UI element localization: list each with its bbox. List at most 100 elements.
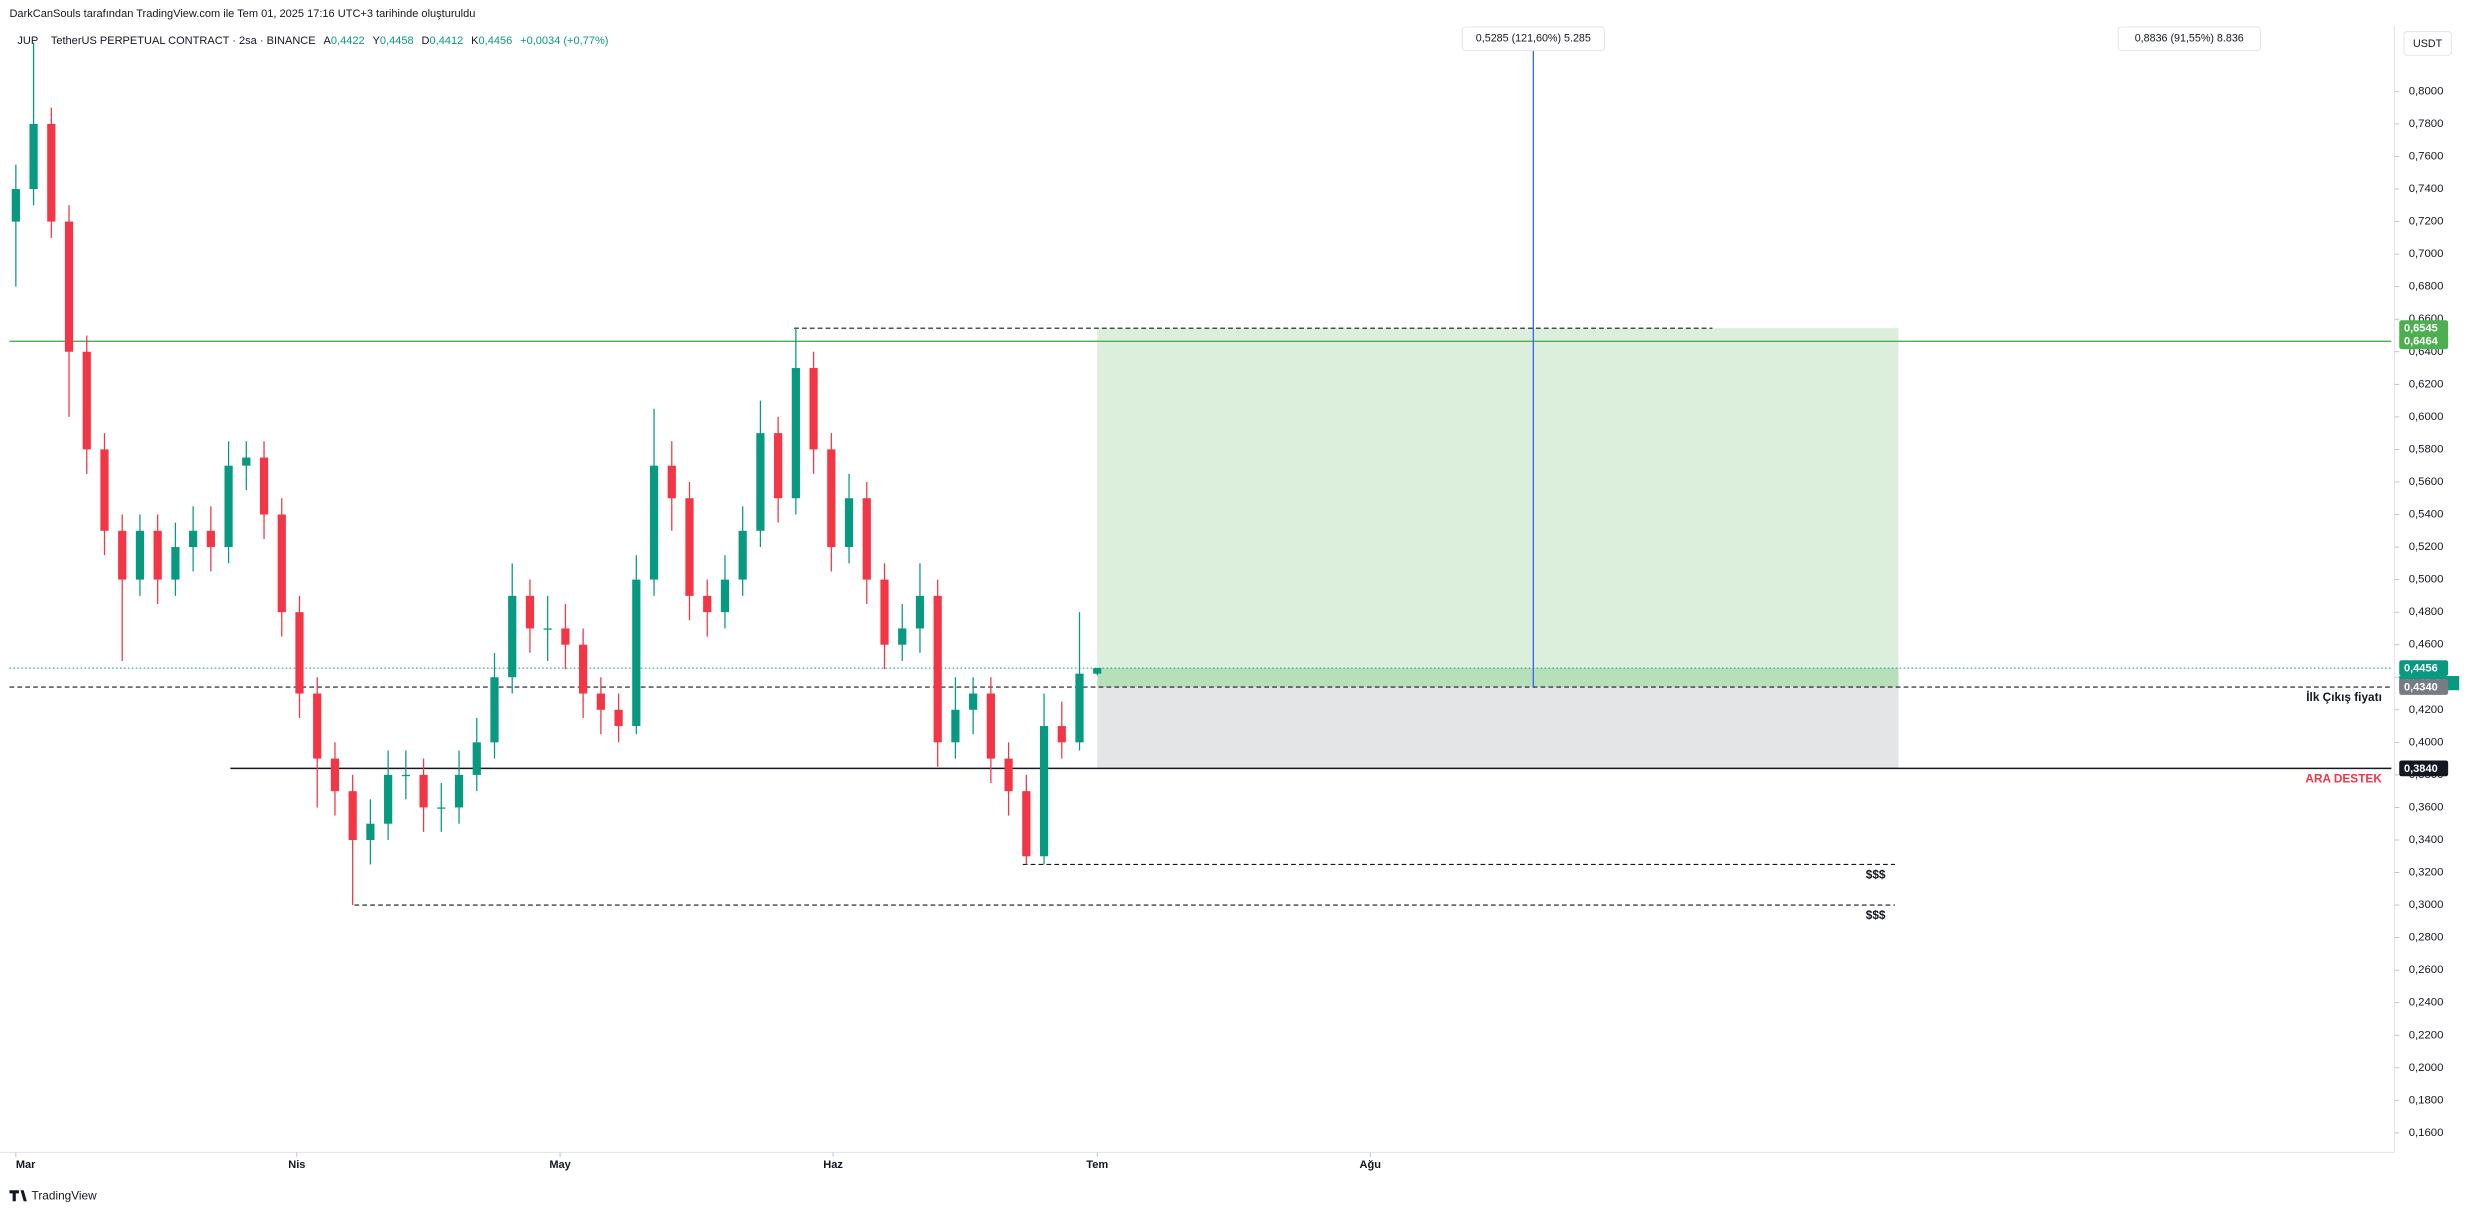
candle-body bbox=[384, 774, 393, 824]
candle-body bbox=[29, 123, 38, 190]
price-line-note: ARA DESTEK bbox=[2305, 772, 2382, 786]
legend-key: D bbox=[422, 35, 430, 47]
candle-body bbox=[685, 498, 694, 596]
measure-box bbox=[2117, 26, 2261, 52]
candle-body bbox=[419, 774, 428, 808]
candle-body bbox=[1039, 726, 1049, 857]
y-tick-label: 0,7000 bbox=[2409, 248, 2444, 260]
price-tag bbox=[2399, 679, 2449, 695]
measure-label: 0,5285 (121,60%) 5.285 bbox=[1476, 33, 1591, 45]
currency: USDT bbox=[2413, 38, 2443, 50]
candle-body bbox=[366, 823, 375, 840]
candle-body bbox=[809, 368, 818, 450]
measure-box bbox=[1461, 26, 1605, 52]
candle-body bbox=[295, 612, 304, 694]
candle-body bbox=[348, 791, 357, 840]
credit: DarkCanSouls tarafından TradingView.com … bbox=[9, 8, 475, 20]
candle-body bbox=[756, 433, 765, 531]
x-tick-label: Nis bbox=[288, 1159, 305, 1171]
legend-key: Y bbox=[373, 35, 381, 47]
candle-body bbox=[206, 530, 215, 548]
candle-body bbox=[64, 221, 74, 352]
candle-body bbox=[915, 595, 925, 629]
y-tick-label: 0,4200 bbox=[2409, 704, 2444, 716]
y-tick-label: 0,7600 bbox=[2409, 150, 2444, 162]
y-tick-label: 0,2400 bbox=[2409, 997, 2444, 1009]
legend: JUP TetherUS PERPETUAL CONTRACT · 2sa · B… bbox=[17, 35, 608, 47]
legend-value: 0,4458 bbox=[380, 35, 414, 47]
y-tick-label: 0,3200 bbox=[2409, 867, 2444, 879]
candle-body bbox=[1075, 673, 1084, 743]
candle-body bbox=[738, 530, 747, 580]
candle-body bbox=[472, 742, 481, 775]
candle-body bbox=[951, 709, 960, 743]
candle-body bbox=[933, 595, 942, 743]
candle-body bbox=[1057, 726, 1066, 743]
candle-body bbox=[313, 693, 322, 759]
x-tick-label: Mar bbox=[16, 1159, 36, 1171]
y-tick-label: 0,5000 bbox=[2409, 574, 2444, 586]
candle-body bbox=[100, 449, 109, 531]
candle-body bbox=[189, 530, 198, 548]
candle-body bbox=[898, 628, 907, 645]
candle-body bbox=[986, 693, 995, 759]
measure-label: 0,8836 (91,55%) 8.836 bbox=[2135, 33, 2244, 45]
y-tick-label: 0,8000 bbox=[2409, 85, 2444, 97]
candle-body bbox=[1093, 668, 1102, 674]
price-tag-label: 0,6464 bbox=[2404, 336, 2439, 348]
y-tick-label: 0,4600 bbox=[2409, 639, 2444, 651]
candle-body bbox=[667, 465, 676, 499]
candle-body bbox=[259, 457, 269, 515]
candle-body bbox=[720, 579, 730, 613]
x-tick-label: Tem bbox=[1086, 1159, 1108, 1171]
price-tag-label: 0,6545 bbox=[2404, 323, 2438, 335]
y-tick-label: 0,5800 bbox=[2409, 443, 2444, 455]
candle-body bbox=[437, 807, 446, 809]
y-tick-label: 0,2000 bbox=[2409, 1062, 2444, 1074]
legend-value: 0,4422 bbox=[331, 35, 365, 47]
candle-body bbox=[135, 530, 145, 580]
x-tick-label: Haz bbox=[823, 1159, 843, 1171]
y-tick-label: 0,2600 bbox=[2409, 964, 2444, 976]
y-tick-label: 0,5400 bbox=[2409, 509, 2444, 521]
y-tick-label: 0,3400 bbox=[2409, 834, 2444, 846]
price-tag bbox=[2399, 660, 2449, 677]
candle-body bbox=[525, 595, 535, 629]
candle-body bbox=[543, 628, 552, 630]
candle-body bbox=[614, 709, 623, 727]
candle-body bbox=[401, 774, 410, 777]
candle-body bbox=[82, 351, 91, 450]
candle-body bbox=[508, 595, 517, 678]
currency-box[interactable] bbox=[2403, 31, 2452, 56]
y-tick-label: 0,5200 bbox=[2409, 541, 2444, 553]
candle-body bbox=[330, 758, 340, 792]
legend-value: 0,4412 bbox=[430, 35, 464, 47]
candle-body bbox=[596, 693, 605, 710]
position-loss-zone bbox=[1097, 687, 1899, 769]
candle-body bbox=[490, 677, 499, 743]
price-tag-label: 0,4340 bbox=[2404, 681, 2438, 693]
candle-body bbox=[454, 774, 464, 808]
candle-body bbox=[224, 465, 233, 548]
legend-key: K bbox=[471, 35, 479, 47]
position-profit-zone bbox=[1097, 328, 1899, 688]
y-tick-label: 0,3000 bbox=[2409, 899, 2444, 911]
candle-body bbox=[1004, 758, 1013, 792]
price-line-note: $$$ bbox=[1866, 908, 1886, 922]
candle-body bbox=[969, 693, 978, 710]
y-tick-label: 0,2800 bbox=[2409, 932, 2444, 944]
y-tick-label: 0,6800 bbox=[2409, 281, 2444, 293]
footer-logo bbox=[9, 1190, 27, 1202]
candle-body bbox=[844, 498, 854, 548]
y-tick-label: 0,7800 bbox=[2409, 118, 2444, 130]
y-tick-label: 0,5600 bbox=[2409, 476, 2444, 488]
candle-body bbox=[171, 547, 180, 580]
candle-body bbox=[579, 644, 588, 694]
candle-body bbox=[862, 498, 871, 580]
candle-body bbox=[561, 628, 570, 645]
footer-brand: TradingView bbox=[32, 1189, 98, 1203]
candle-body bbox=[47, 123, 56, 222]
legend-title: TetherUS PERPETUAL CONTRACT · 2sa · BINA… bbox=[51, 35, 316, 47]
